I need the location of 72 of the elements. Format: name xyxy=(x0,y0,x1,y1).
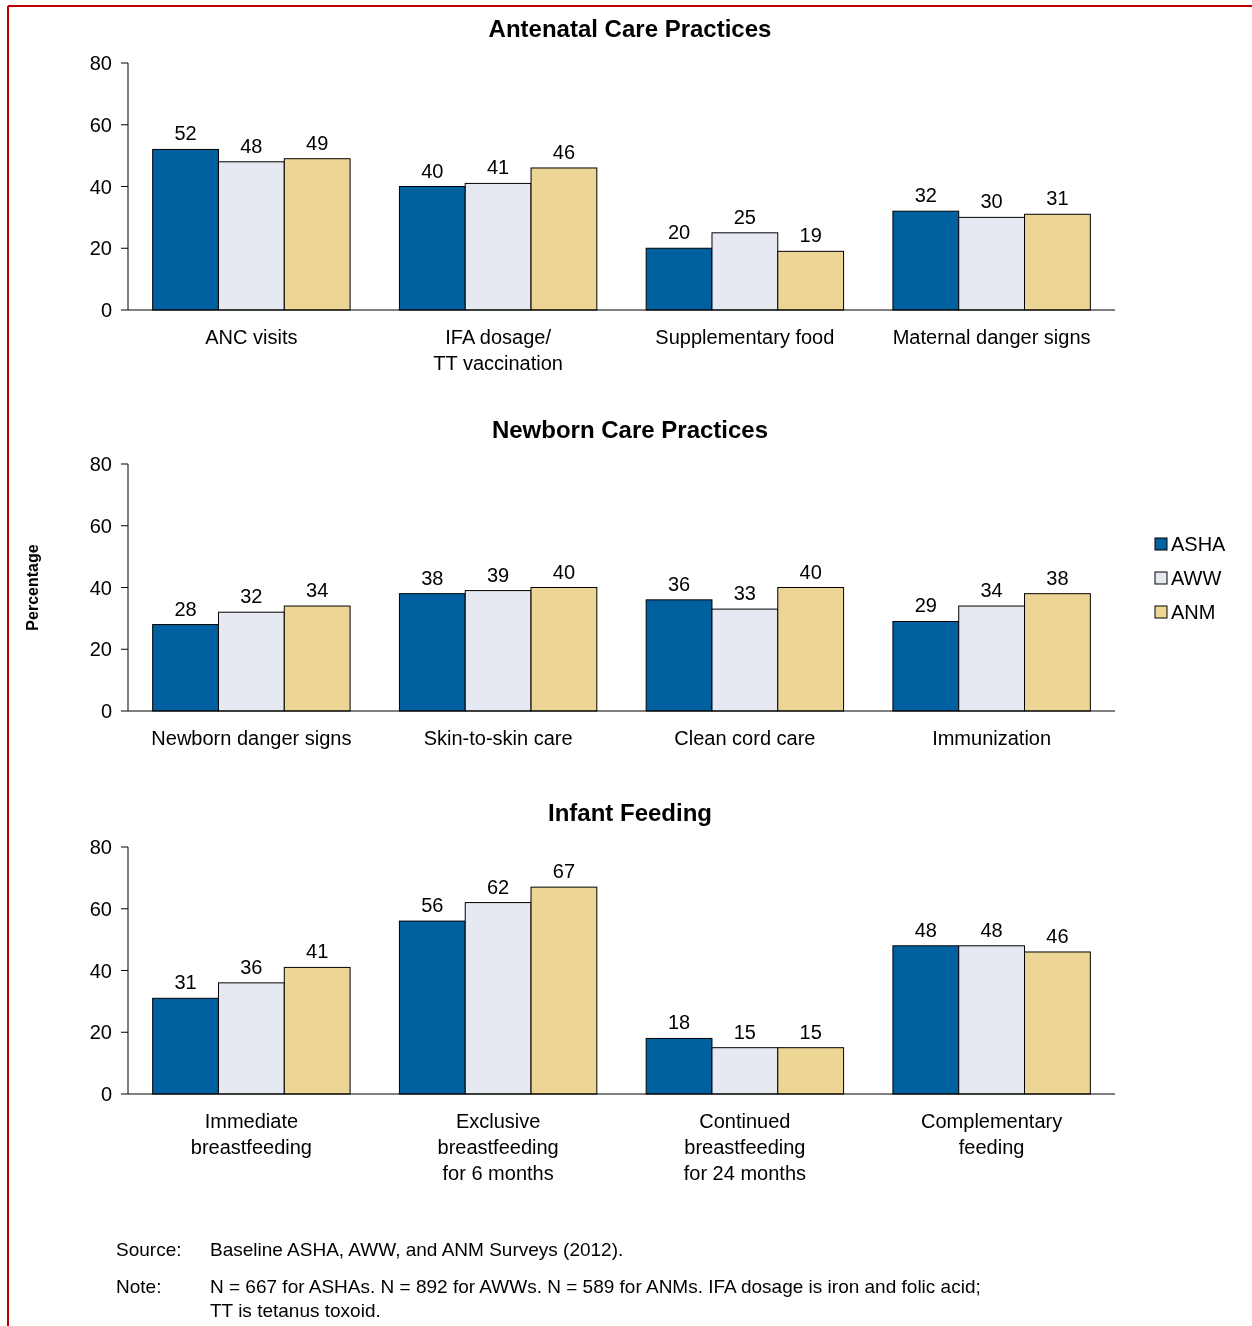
data-label: 31 xyxy=(1046,187,1069,210)
data-label: 40 xyxy=(552,560,576,583)
x-tick-label: Newborn danger signs xyxy=(151,727,352,749)
data-label: 34 xyxy=(980,579,1003,602)
data-label: 38 xyxy=(1046,566,1069,589)
y-tick-label: 80 xyxy=(89,52,112,74)
data-label: 40 xyxy=(421,159,444,182)
data-label: 46 xyxy=(1046,924,1069,947)
data-label: 38 xyxy=(421,566,444,589)
data-label: 15 xyxy=(799,1020,822,1043)
legend-label: AWW xyxy=(1171,567,1222,589)
x-tick-label: IFA dosage/ TT vaccination xyxy=(433,326,563,374)
data-label: 41 xyxy=(306,940,329,963)
data-label: 30 xyxy=(980,190,1003,213)
data-label: 48 xyxy=(240,134,263,157)
data-label: 62 xyxy=(487,875,510,898)
data-label: 40 xyxy=(799,560,822,583)
data-label: 67 xyxy=(552,860,576,883)
data-label: 46 xyxy=(552,140,576,163)
y-tick-label: 60 xyxy=(89,514,112,537)
y-tick-label: 20 xyxy=(89,237,112,260)
data-label: 29 xyxy=(914,594,937,617)
data-label: 56 xyxy=(421,894,444,917)
y-tick-label: 20 xyxy=(89,1021,112,1044)
data-label: 31 xyxy=(174,971,197,994)
data-label: 36 xyxy=(240,955,263,978)
y-tick-label: 20 xyxy=(89,638,112,661)
data-label: 32 xyxy=(914,184,937,207)
legend-label: ASHA xyxy=(1171,533,1227,555)
x-tick-label: Continued breastfeeding for 24 months xyxy=(683,1110,807,1184)
data-label: 28 xyxy=(174,597,197,620)
data-label: 33 xyxy=(733,582,756,605)
data-label: 25 xyxy=(733,205,756,228)
y-tick-label: 40 xyxy=(89,576,112,599)
data-label: 15 xyxy=(733,1020,756,1043)
x-tick-label: Complementary feeding xyxy=(921,1110,1063,1158)
data-label: 41 xyxy=(487,156,510,179)
data-label: 39 xyxy=(487,563,510,586)
x-tick-label: Exclusive breastfeeding for 6 months xyxy=(437,1110,559,1184)
y-tick-label: 0 xyxy=(100,299,112,321)
y-tick-label: 80 xyxy=(89,453,112,475)
y-tick-label: 0 xyxy=(100,1083,112,1105)
y-tick-label: 40 xyxy=(89,175,112,198)
text: Source: Baseline ASHA, AWW, and ANM Surveys (2012). xyxy=(116,1239,624,1260)
y-tick-label: 40 xyxy=(89,959,112,982)
data-label: 18 xyxy=(667,1011,691,1034)
y-tick-label: 80 xyxy=(89,836,112,858)
chart-title: Newborn Care Practices xyxy=(491,416,769,443)
x-tick-label: Maternal danger signs xyxy=(892,326,1091,348)
data-label: 36 xyxy=(667,572,691,595)
chart-title: Infant Feeding xyxy=(548,799,712,826)
data-label: 20 xyxy=(667,221,691,244)
data-label: 32 xyxy=(240,585,263,608)
y-tick-label: 0 xyxy=(100,700,112,722)
x-tick-label: Clean cord care xyxy=(674,727,816,749)
y-tick-label: 60 xyxy=(89,113,112,136)
x-tick-label: Immediate breastfeeding xyxy=(190,1110,312,1158)
x-tick-label: Immunization xyxy=(932,727,1052,749)
x-tick-label: Skin-to-skin care xyxy=(423,727,573,749)
data-label: 19 xyxy=(799,224,822,247)
data-label: 48 xyxy=(980,918,1003,941)
x-tick-label: ANC visits xyxy=(205,326,298,348)
data-label: 52 xyxy=(174,122,197,145)
text: Note: N = 667 for ASHAs. N = 892 for AWWs. N = 589 for ANMs. IFA dosage is iron and folic acid; TT is tetanus toxoid. xyxy=(116,1276,981,1321)
data-label: 34 xyxy=(306,579,329,602)
y-tick-label: 60 xyxy=(89,897,112,920)
legend-label: ANM xyxy=(1171,601,1216,623)
data-label: 48 xyxy=(914,918,937,941)
data-label: 49 xyxy=(306,131,329,154)
y-axis-title: Percentage xyxy=(24,544,41,631)
chart-title: Antenatal Care Practices xyxy=(488,15,772,42)
x-tick-label: Supplementary food xyxy=(655,326,835,348)
